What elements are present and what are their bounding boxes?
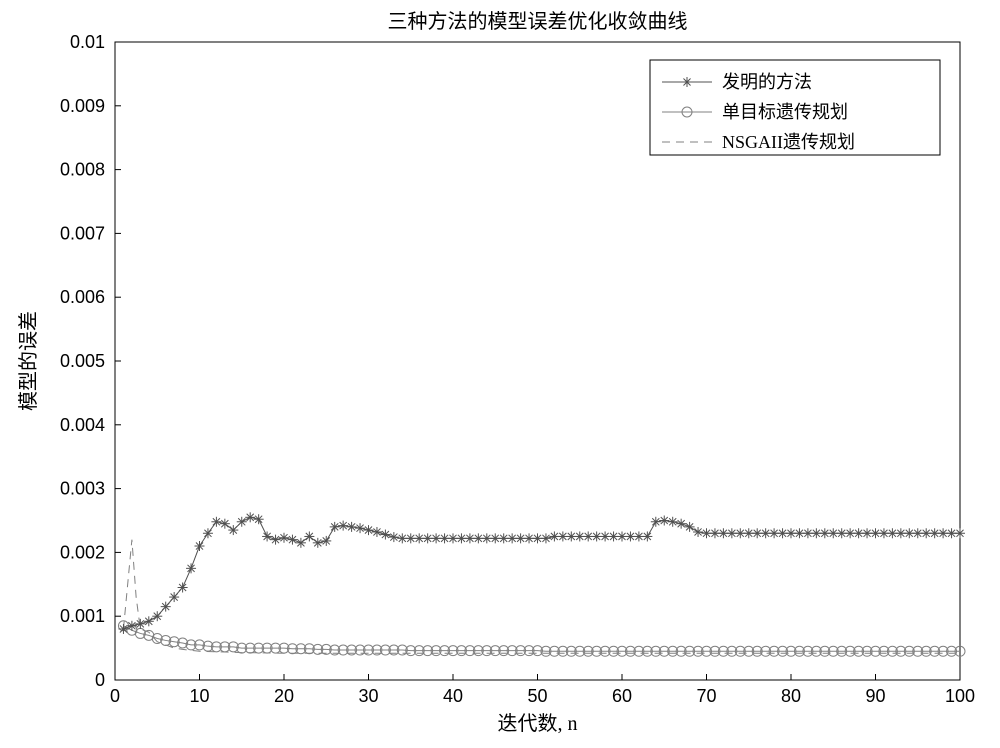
y-tick-label: 0 — [95, 670, 105, 690]
x-tick-label: 100 — [945, 686, 975, 706]
x-tick-label: 90 — [865, 686, 885, 706]
y-tick-label: 0.001 — [60, 606, 105, 626]
y-tick-label: 0.004 — [60, 415, 105, 435]
x-tick-label: 20 — [274, 686, 294, 706]
x-axis-label: 迭代数, n — [498, 712, 578, 735]
x-tick-label: 50 — [527, 686, 547, 706]
x-tick-label: 80 — [781, 686, 801, 706]
x-tick-label: 60 — [612, 686, 632, 706]
x-tick-label: 10 — [189, 686, 209, 706]
y-tick-label: 0.003 — [60, 479, 105, 499]
legend-label: NSGAII遗传规划 — [722, 132, 855, 152]
y-tick-label: 0.01 — [70, 32, 105, 52]
x-tick-label: 0 — [110, 686, 120, 706]
series-line — [123, 540, 960, 654]
y-tick-label: 0.002 — [60, 542, 105, 562]
chart-svg: 0 10 20 30 40 50 60 70 80 90 100 0 0.001 0.002 0.003 0.… — [0, 0, 1000, 748]
series-s1 — [118, 512, 965, 634]
x-tick-label: 70 — [696, 686, 716, 706]
x-tick-label: 40 — [443, 686, 463, 706]
y-tick-label: 0.008 — [60, 160, 105, 180]
y-tick-label: 0.005 — [60, 351, 105, 371]
legend-marker — [682, 77, 692, 87]
y-tick-label: 0.007 — [60, 223, 105, 243]
series-s3 — [123, 540, 960, 654]
series-s2 — [118, 621, 965, 657]
legend-label: 单目标遗传规划 — [722, 102, 848, 122]
chart-container: 0 10 20 30 40 50 60 70 80 90 100 0 0.001 0.002 0.003 0.… — [0, 0, 1000, 748]
x-tick-label: 30 — [358, 686, 378, 706]
legend-label: 发明的方法 — [722, 72, 812, 92]
y-axis-label: 模型的误差 — [17, 311, 40, 411]
chart-title: 三种方法的模型误差优化收敛曲线 — [388, 10, 688, 33]
y-tick-label: 0.009 — [60, 96, 105, 116]
y-tick-label: 0.006 — [60, 287, 105, 307]
